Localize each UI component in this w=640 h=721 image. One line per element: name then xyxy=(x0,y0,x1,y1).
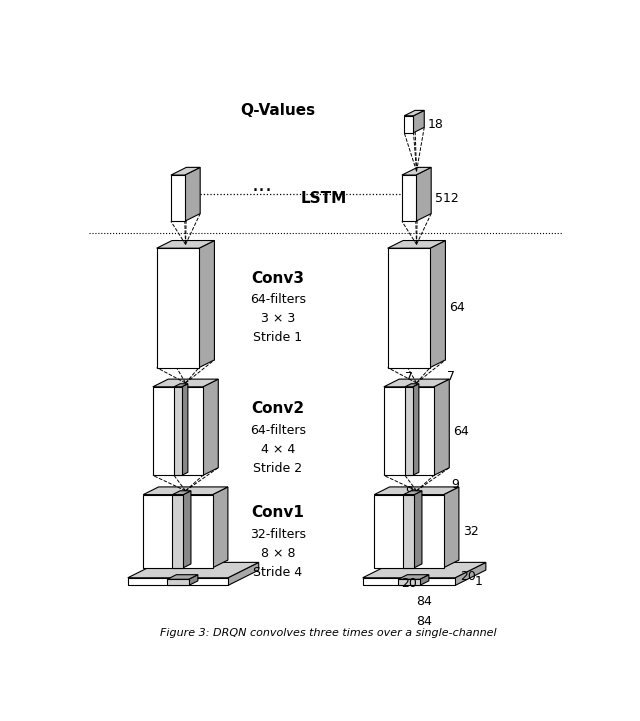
Polygon shape xyxy=(363,578,455,585)
Polygon shape xyxy=(388,248,430,368)
Polygon shape xyxy=(153,379,218,387)
Polygon shape xyxy=(128,562,259,578)
Polygon shape xyxy=(403,495,414,567)
Text: 84: 84 xyxy=(416,596,432,609)
Polygon shape xyxy=(374,487,459,495)
Polygon shape xyxy=(183,491,191,567)
Polygon shape xyxy=(404,110,424,116)
Text: 1: 1 xyxy=(475,575,483,588)
Polygon shape xyxy=(174,387,182,475)
Text: Figure 3: DRQN convolves three times over a single-channel: Figure 3: DRQN convolves three times ove… xyxy=(160,628,496,638)
Text: ...: ... xyxy=(252,175,273,195)
Text: 32-filters
8 × 8
Stride 4: 32-filters 8 × 8 Stride 4 xyxy=(250,528,306,579)
Polygon shape xyxy=(167,579,189,585)
Polygon shape xyxy=(171,175,185,221)
Polygon shape xyxy=(185,167,200,221)
Text: 32: 32 xyxy=(463,525,479,538)
Polygon shape xyxy=(363,562,486,578)
Polygon shape xyxy=(212,487,228,567)
Polygon shape xyxy=(182,384,188,475)
Polygon shape xyxy=(228,562,259,585)
Polygon shape xyxy=(444,487,459,567)
Polygon shape xyxy=(157,248,199,368)
Text: Q-Values: Q-Values xyxy=(241,103,316,118)
Text: 9: 9 xyxy=(451,478,459,491)
Polygon shape xyxy=(143,487,228,495)
Polygon shape xyxy=(174,384,188,387)
Text: 7: 7 xyxy=(447,370,455,383)
Text: Conv1: Conv1 xyxy=(252,505,305,521)
Polygon shape xyxy=(414,491,422,567)
Polygon shape xyxy=(405,384,419,387)
Text: 7: 7 xyxy=(405,371,413,384)
Text: 18: 18 xyxy=(428,118,444,131)
Polygon shape xyxy=(171,167,200,175)
Text: 64: 64 xyxy=(449,301,465,314)
Polygon shape xyxy=(143,495,212,567)
Polygon shape xyxy=(430,241,445,368)
Polygon shape xyxy=(405,387,413,475)
Polygon shape xyxy=(402,167,431,175)
Polygon shape xyxy=(398,575,429,579)
Text: 64: 64 xyxy=(453,425,469,438)
Polygon shape xyxy=(388,241,445,248)
Polygon shape xyxy=(172,495,183,567)
Polygon shape xyxy=(384,387,434,475)
Polygon shape xyxy=(403,491,422,495)
Polygon shape xyxy=(416,167,431,221)
Text: 64-filters
3 × 3
Stride 1: 64-filters 3 × 3 Stride 1 xyxy=(250,293,306,345)
Polygon shape xyxy=(434,379,449,475)
Polygon shape xyxy=(374,495,444,567)
Text: 20: 20 xyxy=(401,577,417,590)
Polygon shape xyxy=(420,575,429,585)
Polygon shape xyxy=(404,116,413,133)
Polygon shape xyxy=(199,241,214,368)
Polygon shape xyxy=(153,387,203,475)
Polygon shape xyxy=(128,578,228,585)
Polygon shape xyxy=(413,384,419,475)
Text: LSTM: LSTM xyxy=(301,190,348,205)
Polygon shape xyxy=(189,575,198,585)
Text: 20: 20 xyxy=(460,570,476,583)
Text: Conv3: Conv3 xyxy=(252,270,305,286)
Polygon shape xyxy=(413,110,424,133)
Text: 84: 84 xyxy=(416,615,432,628)
Polygon shape xyxy=(157,241,214,248)
Text: 9: 9 xyxy=(405,485,413,497)
Polygon shape xyxy=(402,175,416,221)
Polygon shape xyxy=(384,379,449,387)
Text: Conv2: Conv2 xyxy=(252,402,305,417)
Polygon shape xyxy=(398,579,420,585)
Polygon shape xyxy=(455,562,486,585)
Text: 512: 512 xyxy=(435,192,459,205)
Polygon shape xyxy=(172,491,191,495)
Text: 64-filters
4 × 4
Stride 2: 64-filters 4 × 4 Stride 2 xyxy=(250,425,306,475)
Polygon shape xyxy=(203,379,218,475)
Polygon shape xyxy=(167,575,198,579)
